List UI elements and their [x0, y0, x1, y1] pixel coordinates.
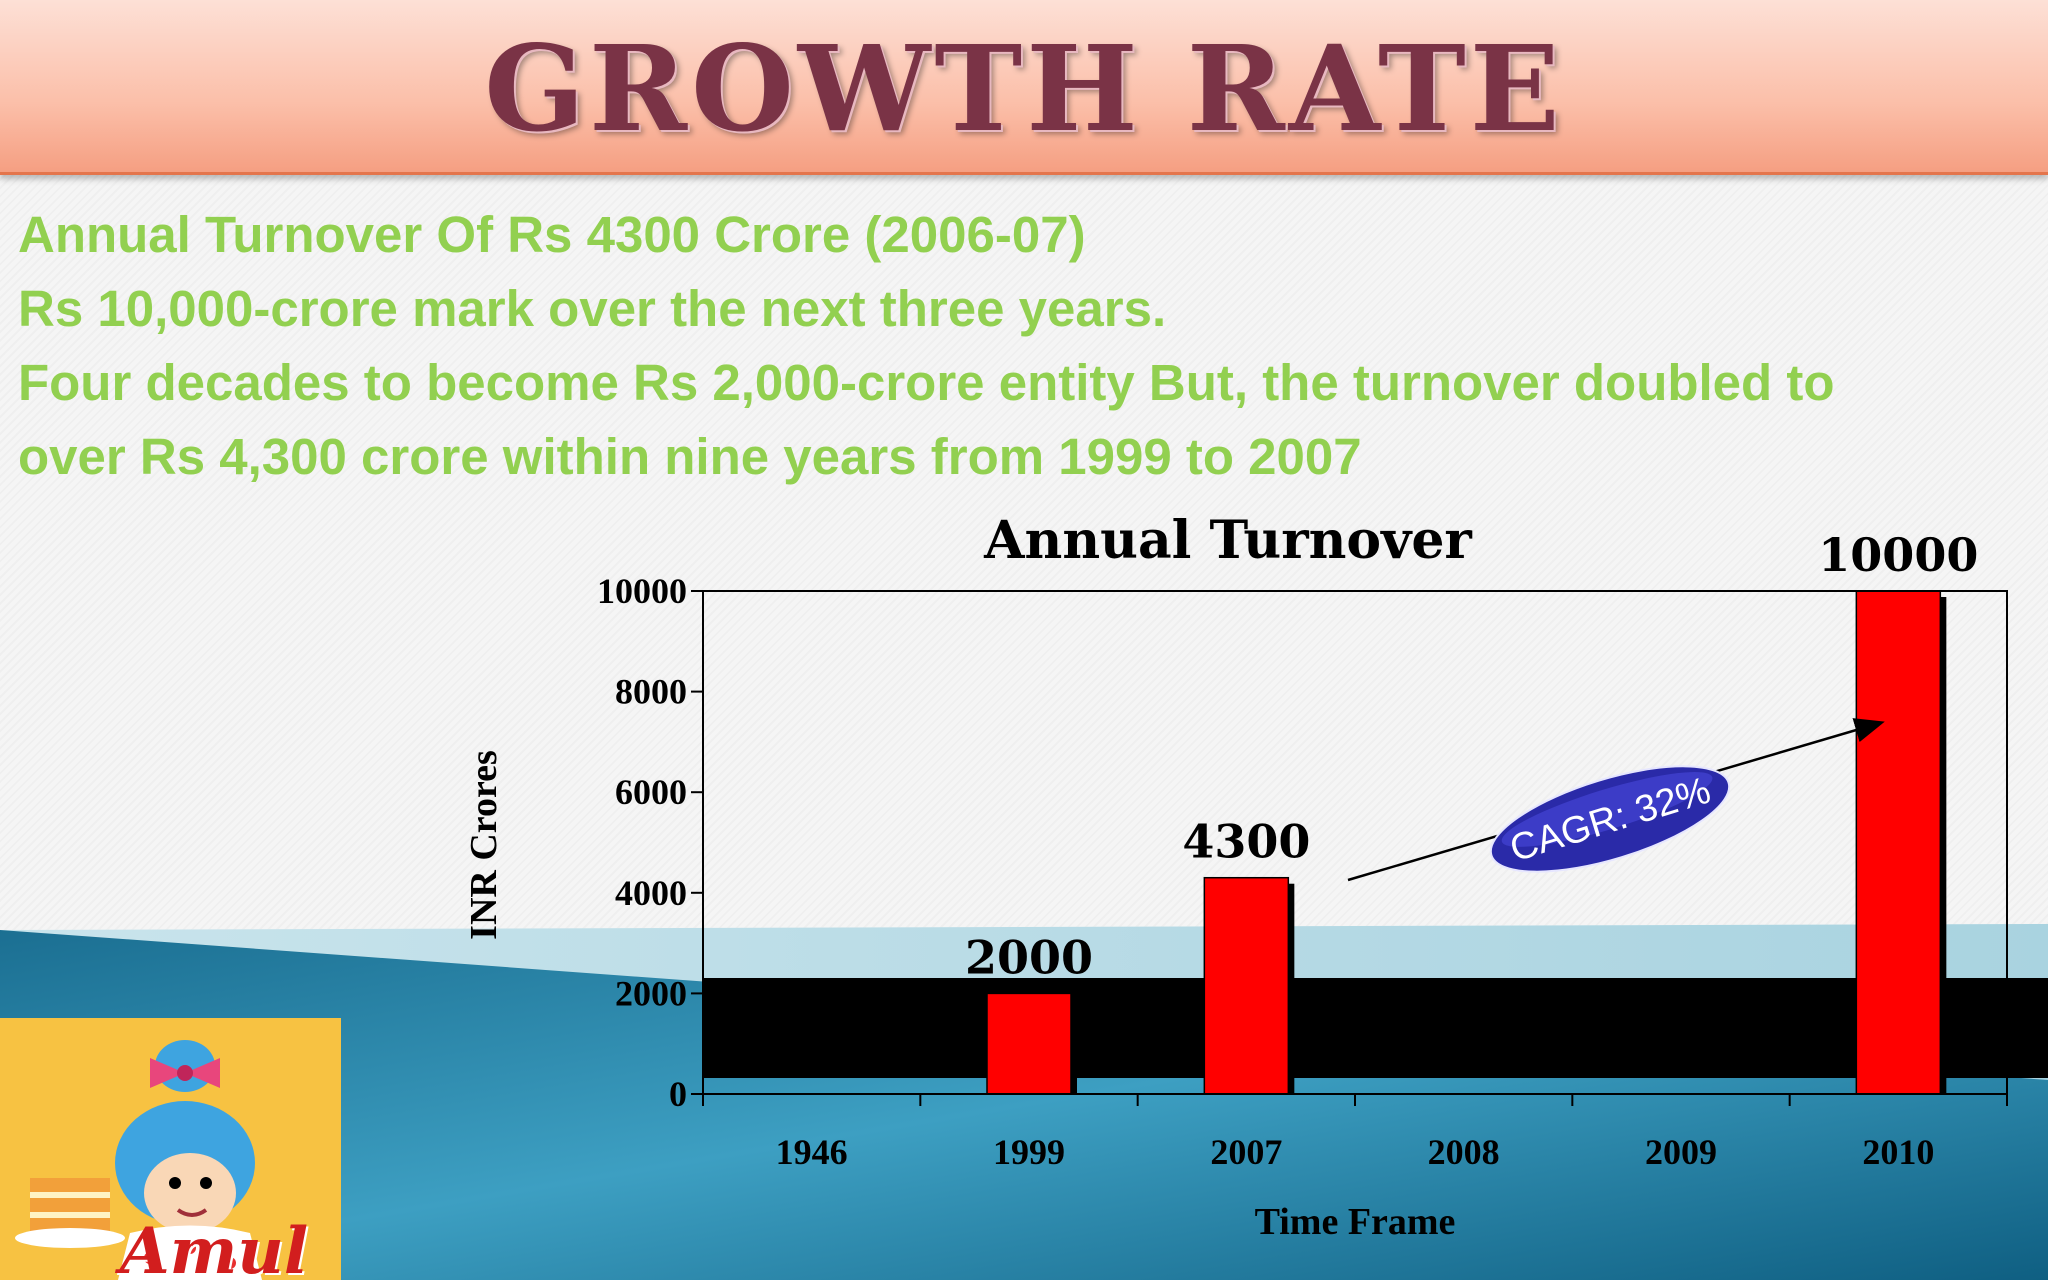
title-banner: GROWTH RATE [0, 0, 2048, 175]
y-tick-label: 6000 [615, 772, 687, 812]
x-axis-label: Time Frame [1255, 1201, 1456, 1243]
y-tick-label: 0 [669, 1074, 687, 1114]
bullet-list: Annual Turnover Of Rs 4300 Crore (2006-0… [18, 198, 2028, 494]
x-tick-label: 1946 [776, 1132, 848, 1172]
bullet-line: Annual Turnover Of Rs 4300 Crore (2006-0… [18, 206, 1086, 263]
bar-data-label: 2000 [965, 930, 1093, 984]
x-tick-label: 2008 [1428, 1132, 1500, 1172]
logo-text: Amul [120, 1214, 309, 1280]
bullet-line: Rs 10,000-crore mark over the next three… [18, 280, 1167, 337]
cagr-badge: CAGR: 32% [1489, 765, 1731, 873]
bullet-line: Four decades to become Rs 2,000-crore en… [18, 354, 1835, 411]
y-tick-label: 10000 [597, 571, 687, 611]
bar [1855, 590, 1942, 1095]
bar-data-label: 10000 [1818, 528, 1978, 582]
amul-girl-icon [0, 1018, 341, 1280]
y-tick-label: 2000 [615, 973, 687, 1013]
y-axis-label: INR Crores [463, 750, 505, 940]
x-tick-label: 2007 [1210, 1132, 1282, 1172]
bar [1203, 876, 1290, 1095]
y-tick-label: 4000 [615, 873, 687, 913]
y-tick-label: 8000 [615, 672, 687, 712]
chart-title: Annual Turnover [983, 510, 1472, 571]
bullet-line: over Rs 4,300 crore within nine years fr… [18, 428, 1362, 485]
x-tick-label: 1999 [993, 1132, 1065, 1172]
amul-logo: Amul [0, 1018, 341, 1280]
plot-floor-band [703, 978, 2048, 1078]
bar [986, 992, 1072, 1095]
slide-title: GROWTH RATE [484, 19, 1564, 158]
x-tick-label: 2010 [1862, 1132, 1934, 1172]
x-tick-label: 2009 [1645, 1132, 1717, 1172]
bar-data-label: 4300 [1182, 815, 1310, 869]
